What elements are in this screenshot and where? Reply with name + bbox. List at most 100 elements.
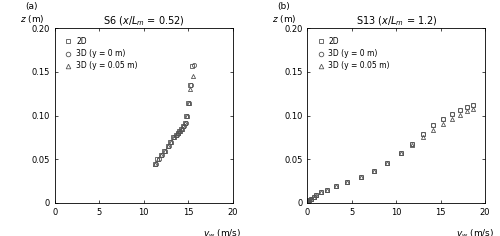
3D (y = 0.05 m)	[162, 149, 168, 152]
3D (y = 0.05 m)	[170, 136, 176, 139]
3D (y = 0.05 m)	[166, 145, 172, 148]
3D (y = 0 m)	[464, 105, 470, 108]
3D (y = 0 m)	[181, 125, 187, 127]
3D (y = 0 m)	[384, 161, 390, 164]
3D (y = 0.05 m)	[332, 185, 338, 188]
2D	[162, 149, 168, 152]
2D	[313, 194, 319, 197]
3D (y = 0.05 m)	[155, 158, 161, 161]
3D (y = 0.05 m)	[457, 113, 463, 116]
Text: (a): (a)	[25, 2, 38, 11]
2D	[165, 145, 171, 148]
3D (y = 0 m)	[398, 152, 404, 155]
3D (y = 0 m)	[324, 188, 330, 191]
2D	[187, 84, 193, 86]
Text: $z$ (m): $z$ (m)	[272, 13, 296, 25]
3D (y = 0 m)	[310, 195, 316, 198]
3D (y = 0 m)	[158, 153, 164, 156]
Text: $v_w$ (m/s): $v_w$ (m/s)	[203, 228, 241, 236]
3D (y = 0.05 m)	[464, 110, 470, 113]
3D (y = 0 m)	[168, 140, 174, 143]
2D	[168, 140, 173, 143]
2D	[176, 130, 182, 133]
3D (y = 0.05 m)	[440, 123, 446, 126]
3D (y = 0 m)	[308, 197, 314, 200]
3D (y = 0.05 m)	[384, 161, 390, 164]
3D (y = 0 m)	[176, 132, 182, 135]
2D	[332, 185, 338, 188]
3D (y = 0.05 m)	[152, 162, 158, 165]
2D	[358, 175, 364, 178]
2D	[184, 114, 190, 117]
2D	[398, 152, 404, 155]
3D (y = 0.05 m)	[358, 175, 364, 178]
2D	[384, 161, 390, 164]
3D (y = 0 m)	[449, 113, 455, 115]
2D	[449, 113, 455, 115]
Text: $z$ (m): $z$ (m)	[20, 13, 44, 25]
3D (y = 0.05 m)	[344, 181, 350, 183]
3D (y = 0.05 m)	[180, 125, 186, 127]
3D (y = 0.05 m)	[409, 144, 415, 147]
3D (y = 0.05 m)	[168, 140, 174, 143]
3D (y = 0 m)	[409, 142, 415, 145]
3D (y = 0.05 m)	[420, 136, 426, 139]
3D (y = 0.05 m)	[184, 114, 190, 117]
Line: 3D (y = 0 m): 3D (y = 0 m)	[305, 103, 474, 205]
2D	[318, 191, 324, 194]
3D (y = 0.05 m)	[305, 201, 311, 203]
3D (y = 0.05 m)	[449, 118, 455, 121]
3D (y = 0.05 m)	[305, 200, 311, 203]
2D	[308, 197, 314, 200]
3D (y = 0.05 m)	[182, 121, 188, 124]
3D (y = 0.05 m)	[306, 199, 312, 202]
3D (y = 0.05 m)	[318, 191, 324, 194]
2D	[464, 105, 470, 108]
2D	[174, 132, 180, 135]
Line: 3D (y = 0 m): 3D (y = 0 m)	[154, 63, 196, 166]
3D (y = 0 m)	[178, 130, 184, 133]
2D	[173, 133, 179, 136]
3D (y = 0 m)	[344, 181, 350, 183]
2D	[430, 124, 436, 127]
3D (y = 0 m)	[186, 101, 192, 104]
3D (y = 0 m)	[305, 200, 311, 203]
3D (y = 0 m)	[156, 158, 162, 161]
3D (y = 0.05 m)	[308, 197, 314, 200]
3D (y = 0.05 m)	[430, 129, 436, 132]
3D (y = 0.05 m)	[188, 88, 194, 91]
3D (y = 0 m)	[313, 194, 319, 197]
2D	[186, 101, 192, 104]
2D	[170, 136, 176, 139]
Title: S13 ($x/L_{m}$ = 1.2): S13 ($x/L_{m}$ = 1.2)	[356, 14, 437, 28]
2D	[324, 188, 330, 191]
2D	[305, 201, 311, 203]
Legend: 2D, 3D (y = 0 m), 3D (y = 0.05 m): 2D, 3D (y = 0 m), 3D (y = 0.05 m)	[62, 36, 139, 72]
2D	[344, 181, 350, 183]
2D	[420, 133, 426, 135]
3D (y = 0.05 m)	[371, 169, 377, 172]
3D (y = 0 m)	[188, 84, 194, 86]
3D (y = 0.05 m)	[398, 152, 404, 155]
3D (y = 0 m)	[162, 149, 168, 152]
Line: 2D: 2D	[152, 64, 194, 166]
3D (y = 0 m)	[190, 63, 196, 66]
3D (y = 0 m)	[171, 136, 177, 139]
3D (y = 0 m)	[430, 124, 436, 127]
Text: (b): (b)	[277, 2, 290, 11]
3D (y = 0.05 m)	[190, 75, 196, 78]
3D (y = 0 m)	[420, 133, 426, 135]
3D (y = 0.05 m)	[324, 188, 330, 191]
2D	[158, 153, 164, 156]
3D (y = 0 m)	[304, 202, 310, 204]
3D (y = 0.05 m)	[178, 127, 184, 130]
Line: 2D: 2D	[305, 103, 474, 205]
3D (y = 0 m)	[318, 191, 324, 194]
Line: 3D (y = 0.05 m): 3D (y = 0.05 m)	[154, 74, 195, 166]
2D	[304, 202, 310, 204]
3D (y = 0 m)	[179, 127, 185, 130]
2D	[310, 195, 316, 198]
2D	[152, 162, 158, 165]
3D (y = 0 m)	[440, 118, 446, 121]
3D (y = 0.05 m)	[158, 153, 164, 156]
